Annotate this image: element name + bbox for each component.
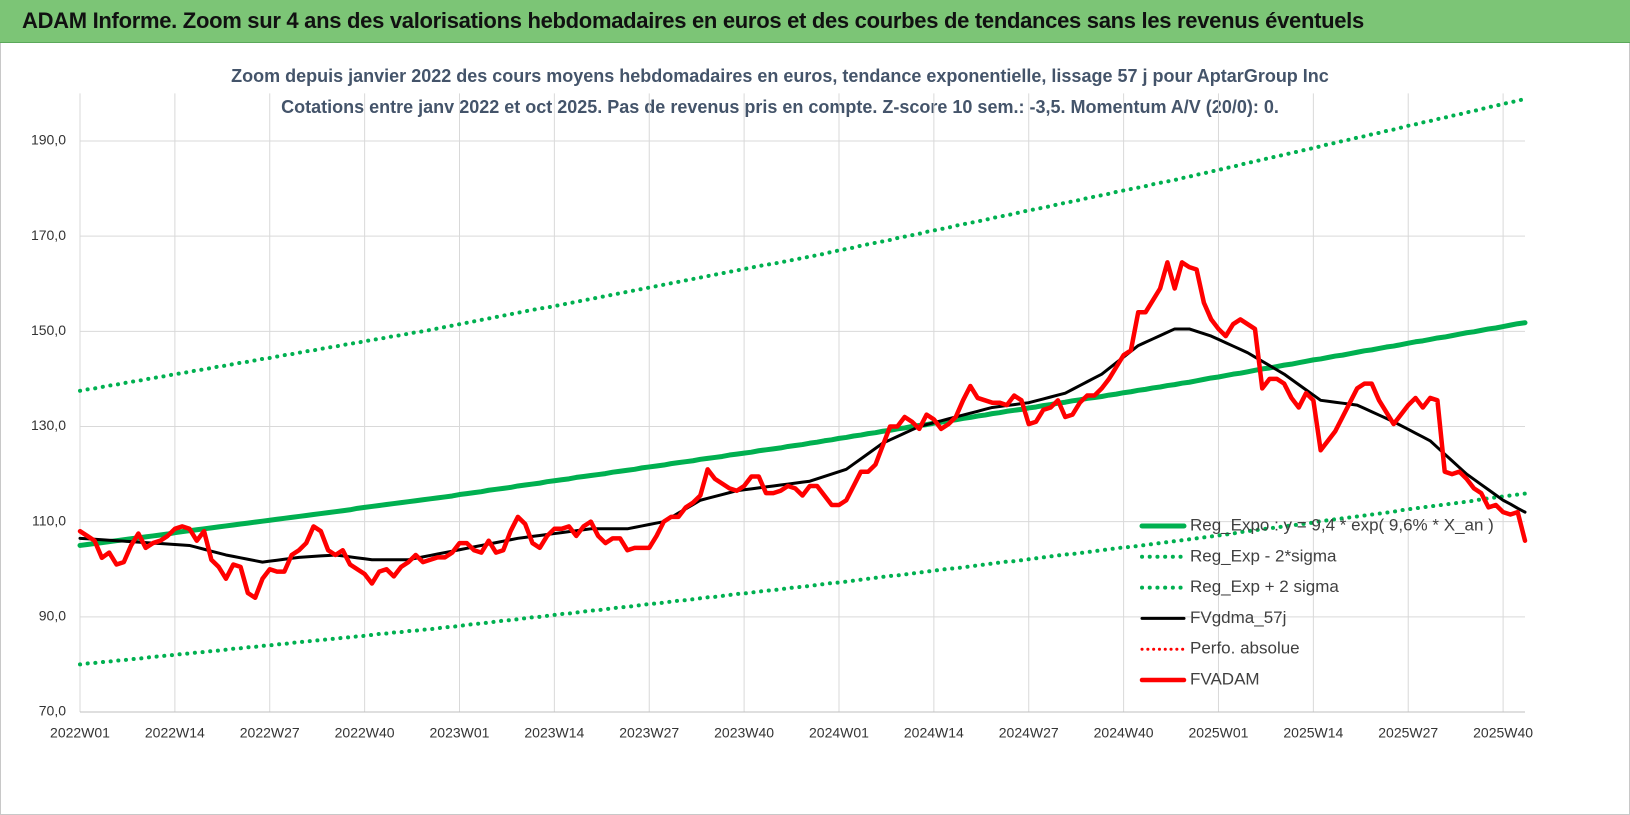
y-tick-label: 110,0	[32, 512, 66, 528]
x-tick-label: 2022W01	[50, 725, 110, 741]
y-tick-label: 70,0	[39, 703, 66, 719]
y-tick-label: 150,0	[31, 322, 66, 338]
x-tick-label: 2025W40	[1473, 725, 1533, 741]
y-tick-label: 190,0	[31, 132, 66, 148]
x-tick-label: 2022W14	[145, 725, 205, 741]
y-tick-label: 130,0	[31, 417, 66, 433]
x-tick-label: 2025W01	[1189, 725, 1249, 741]
x-tick-label: 2024W01	[809, 725, 869, 741]
legend-label: Reg_Expo : y = 9,4 * exp( 9,6% * X_an )	[1190, 515, 1494, 534]
legend-label: Reg_Exp + 2 sigma	[1190, 577, 1339, 596]
y-tick-label: 170,0	[31, 227, 66, 243]
chart-subtitle: Zoom depuis janvier 2022 des cours moyen…	[231, 66, 1329, 86]
x-tick-label: 2024W14	[904, 725, 964, 741]
legend-label: FVADAM	[1190, 669, 1260, 688]
series-line	[77, 320, 1528, 548]
x-tick-label: 2024W40	[1094, 725, 1154, 741]
x-tick-label: 2023W40	[714, 725, 774, 741]
legend-label: FVgdma_57j	[1190, 608, 1286, 627]
header-bar: ADAM Informe. Zoom sur 4 ans des valoris…	[0, 0, 1630, 43]
page-title: ADAM Informe. Zoom sur 4 ans des valoris…	[22, 8, 1364, 33]
series-line	[78, 97, 1527, 393]
x-tick-label: 2025W27	[1378, 725, 1438, 741]
chart-subtitle: Cotations entre janv 2022 et oct 2025. P…	[281, 97, 1279, 117]
x-tick-label: 2025W14	[1283, 725, 1343, 741]
x-tick-label: 2022W40	[335, 725, 395, 741]
y-tick-label: 90,0	[39, 608, 66, 624]
series-line	[77, 260, 1528, 601]
x-tick-label: 2022W27	[240, 725, 300, 741]
x-tick-label: 2024W27	[999, 725, 1059, 741]
legend-label: Reg_Exp - 2*sigma	[1190, 546, 1337, 565]
series-line	[78, 327, 1527, 564]
x-tick-label: 2023W27	[619, 725, 679, 741]
legend-label: Perfo. absolue	[1190, 639, 1300, 658]
x-tick-label: 2023W01	[430, 725, 490, 741]
x-tick-label: 2023W14	[524, 725, 584, 741]
